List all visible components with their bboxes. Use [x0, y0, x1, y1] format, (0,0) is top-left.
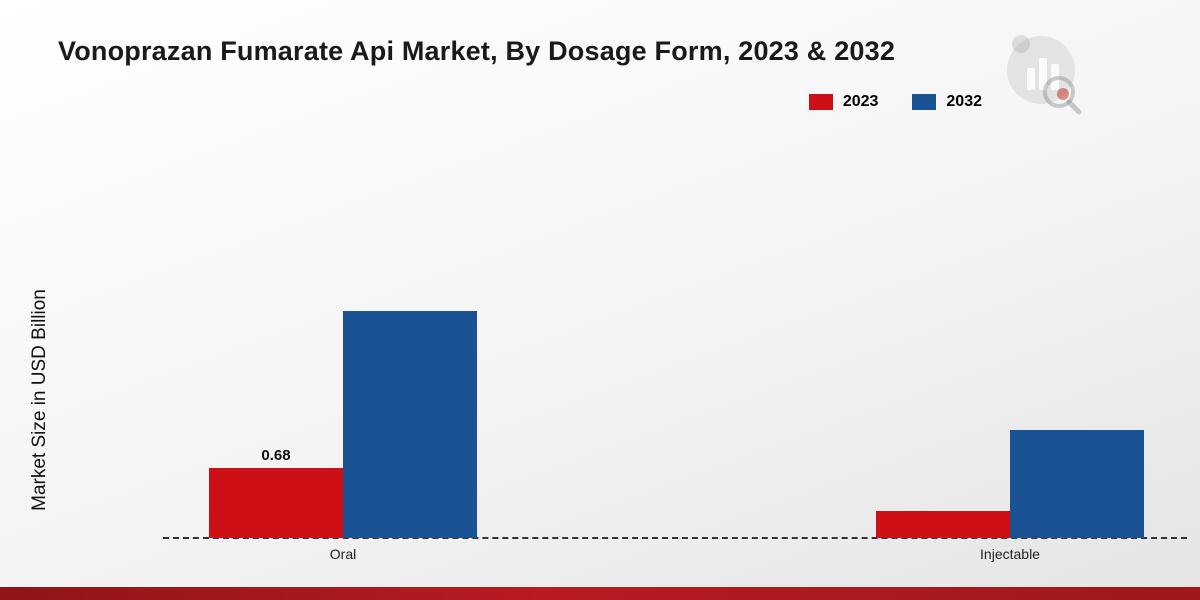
- x-axis-label-injectable: Injectable: [980, 546, 1040, 562]
- bar-oral-2023: [209, 468, 343, 538]
- legend-swatch-2023-icon: [808, 94, 833, 110]
- chart-title: Vonoprazan Fumarate Api Market, By Dosag…: [58, 36, 896, 66]
- bar-group-oral: 0.68: [209, 311, 477, 538]
- x-axis-baseline: [163, 537, 1187, 539]
- legend-label-2032: 2032: [946, 93, 982, 110]
- legend-label-2023: 2023: [842, 93, 879, 110]
- bar-injectable-2032: [1010, 430, 1144, 538]
- legend-swatch-2032-icon: [912, 94, 937, 110]
- legend-item-2032: 2032: [912, 93, 982, 111]
- bar-oral-2032: [343, 311, 477, 538]
- bottom-accent-bar: [0, 587, 1200, 600]
- x-axis-label-oral: Oral: [329, 546, 357, 562]
- brand-logo-watermark-icon: [1007, 35, 1082, 115]
- bar-injectable-2023: [876, 511, 1010, 538]
- bar-value-label-oral-2023: 0.68: [261, 447, 291, 464]
- legend: 2023 2032: [808, 93, 982, 111]
- legend-item-2023: 2023: [808, 93, 879, 111]
- bar-group-injectable: [876, 430, 1144, 538]
